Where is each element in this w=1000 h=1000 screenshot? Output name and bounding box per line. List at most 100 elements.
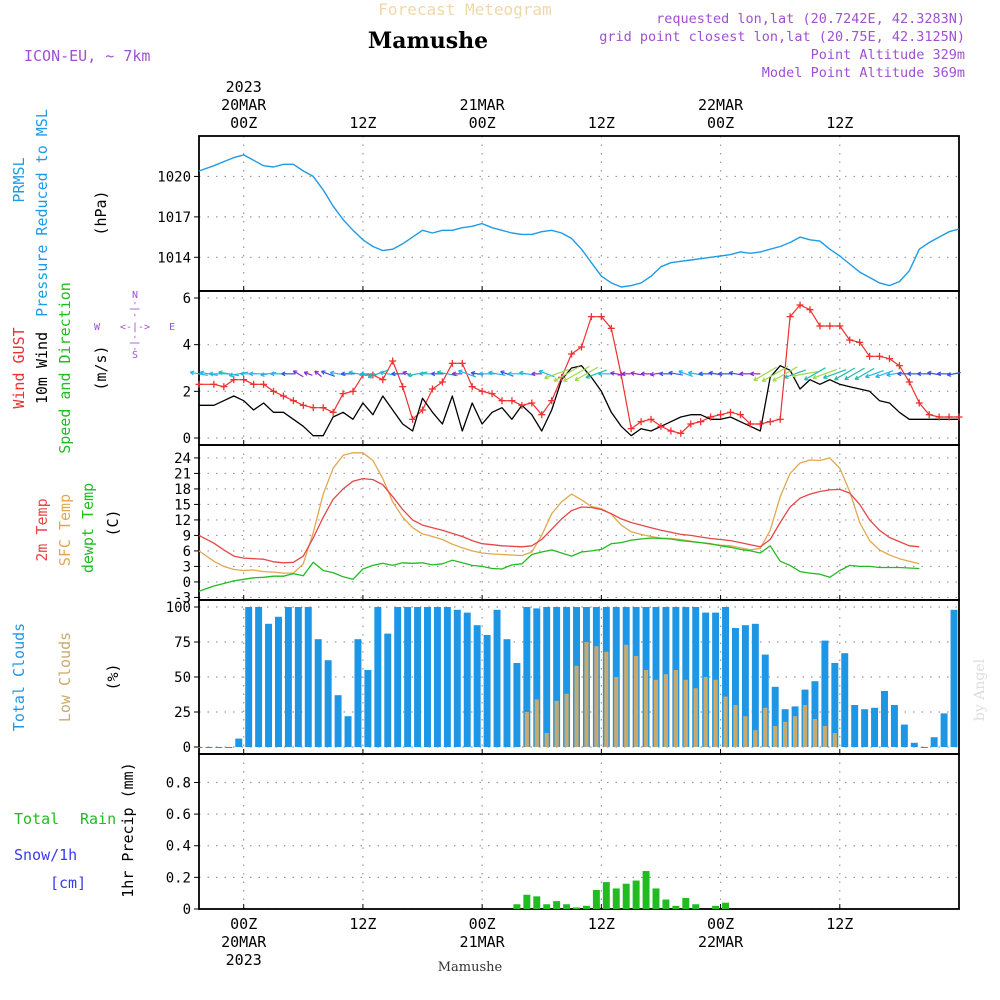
wind-arrow-head-b [218,371,223,376]
low-clouds-bar [663,674,669,747]
wind-arrow-head-b [750,373,755,377]
wind-direction-arrow [507,371,526,377]
wind-direction-arrow [531,371,542,377]
total-clouds-bar [563,607,571,747]
wind-arrow-head-b [488,371,493,376]
wind-gust-marker [419,406,427,414]
rain-bar [632,880,640,909]
precip-ytick-label: 0 [183,902,191,918]
pressure-ytick-label: 1020 [157,169,191,185]
low-clouds-bar [792,716,798,747]
wind-arrow-head-b [314,370,317,375]
low-clouds-bar [763,707,768,747]
rain-bar [662,899,670,909]
wind-gust-marker [349,387,357,395]
wind-arrow-head-b [698,373,703,377]
total-clouds-bar [900,724,908,747]
total-clouds-bar [851,705,859,747]
wind-arrow-head-b [507,373,512,377]
wind-arrow-head-b [538,370,543,375]
wind-arrow-shaft [200,371,218,376]
precip-ytick-label: 0.8 [166,775,191,791]
low-clouds-bar [584,642,589,747]
wind-gust-marker [727,408,735,416]
bottom-axis-hour-label: 00Z [707,915,734,933]
wind-direction-arrow [314,370,322,378]
model-point-altitude: Model Point Altitude 369m [762,65,965,81]
clouds-ytick-label: 100 [166,600,191,616]
wind-gust-marker [195,380,203,388]
temp-ytick-label: 6 [183,544,191,560]
wind-arrow-head-b [470,372,475,376]
wind-arrow-head-b [292,370,296,375]
wind-gust-marker [637,418,645,426]
clouds-unit-label: (%) [104,663,122,690]
total-clouds-bar [493,609,501,747]
pressure-ytick-label: 1014 [157,250,191,266]
precip-label-total: Total [14,810,59,828]
compass-north: N [132,290,138,301]
wind-arrow-head-b [784,377,789,379]
wind-gust-marker [826,322,834,330]
wind-gust-marker [587,313,595,321]
bottom-axis-hour-label: 00Z [230,915,257,933]
wind-arrow-head-b [865,376,870,379]
wind-arrow-head-b [402,371,406,376]
clouds-ytick-label: 25 [174,705,191,721]
total-clouds-bar [811,681,819,747]
wind-arrow-shaft [865,369,884,378]
wind-direction-arrow [854,367,875,380]
wind-arrow-head-b [886,374,891,378]
low-clouds-bar [673,670,678,747]
wind-direction-arrow [249,371,268,377]
rain-bar [513,904,521,909]
wind-direction-arrow [678,370,694,377]
wind-direction-arrow [946,372,961,377]
rain-bar [622,883,630,909]
wind-ytick-label: 0 [183,431,191,447]
top-axis-hour-label: 00Z [469,114,496,132]
rain-bar [642,871,650,909]
wind-arrow-head-b [199,371,204,376]
total-clouds-bar [284,607,292,747]
low-clouds-bar [733,705,738,747]
rain-bar [553,901,561,909]
top-axis-hour-label: 12Z [588,114,615,132]
temp-ytick-label: -3 [174,590,191,606]
wind-arrow-shaft [610,372,623,376]
wind-arrow-head-b [947,374,952,377]
pressure-panel-labels: PRMSL Pressure Reduced to MSL (hPa) [10,109,110,317]
wind-arrow-head-b [260,374,265,378]
precip-ytick-label: 0.4 [166,839,191,855]
wind-arrow-head-b [739,373,744,377]
total-clouds-bar [871,707,879,747]
total-clouds-bar [503,639,511,747]
clouds-ytick-label: 75 [174,635,191,651]
wind-direction-arrow [228,371,249,378]
wind-arrow-shaft [218,371,240,377]
precip-ytick-label: 0.2 [166,870,191,886]
wind-arrow-shaft [553,366,580,382]
bottom-axis-date-label: 20MAR [221,933,267,951]
total-clouds-bar [533,608,541,747]
wind-gust-marker [528,399,536,407]
total-clouds-bar [205,747,213,748]
wind-arrow-shaft [668,372,684,376]
wind-arrow-shaft [729,372,742,376]
wind-gust-marker [250,380,258,388]
clouds-panel-labels: Total Clouds Low Clouds (%) [10,623,122,731]
wind-arrow-shaft [293,370,304,378]
total-clouds-bar [443,607,451,747]
wind-direction-arrow [281,371,296,377]
rain-bar [682,897,690,909]
wind-direction-arrow [753,366,777,381]
bottom-axis-hour-label: 12Z [826,915,853,933]
wind-gust-marker [468,383,476,391]
wind-arrow-head-b [270,373,275,377]
total-clouds-bar [722,607,730,747]
wind-gust-marker [399,383,407,391]
wind-arrow-head-b [458,370,462,375]
low-clouds-bar [634,656,639,747]
precip-label-rain: Rain [80,810,116,828]
